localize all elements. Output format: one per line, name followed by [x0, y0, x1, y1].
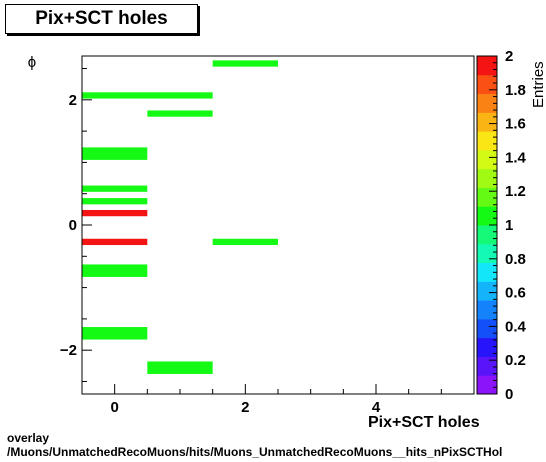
heatmap-cell-0: [212, 60, 278, 67]
heatmap-cell-8: [212, 238, 278, 246]
palette-band: [477, 318, 497, 339]
heatmap-cell-1: [82, 92, 213, 99]
y-tick-label: 0: [69, 217, 77, 234]
z-axis-label: Entries: [530, 61, 546, 108]
z-tick-label: 1.6: [505, 116, 526, 133]
y-tick-label: −2: [60, 342, 77, 359]
y-axis-label: ϕ: [28, 54, 36, 71]
palette-band: [477, 187, 497, 207]
palette-band: [477, 168, 497, 188]
heatmap-cell-4: [82, 185, 148, 192]
heatmap-cell-5: [82, 198, 148, 205]
z-tick-label: 1: [505, 217, 513, 234]
heatmap-cell-11: [147, 361, 213, 374]
chart-title: Pix+SCT holes: [5, 4, 198, 34]
y-tick-label: 2: [69, 92, 77, 109]
z-tick-label: 1.4: [505, 149, 527, 166]
palette-band: [477, 375, 497, 395]
z-tick-label: 2: [505, 48, 513, 65]
palette-band: [477, 74, 497, 95]
heatmap-cell-7: [82, 238, 148, 246]
palette-band: [477, 300, 497, 320]
palette-band: [477, 337, 497, 357]
z-tick-label: 0.2: [505, 352, 526, 369]
heatmap-cell-3: [82, 147, 148, 160]
palette-band: [477, 243, 497, 264]
palette-band: [477, 262, 497, 282]
z-tick-label: 0.6: [505, 285, 526, 302]
x-tick-label: 2: [241, 399, 249, 416]
palette-band: [477, 56, 497, 76]
z-tick-label: 0.4: [505, 318, 527, 335]
heatmap-cell-6: [82, 209, 148, 217]
heatmap-cell-2: [147, 110, 213, 117]
heatmap-cell-9: [82, 264, 148, 277]
palette-band: [477, 225, 497, 245]
palette-band: [477, 281, 497, 301]
palette-band: [477, 112, 497, 132]
plot-frame: [81, 55, 475, 395]
z-tick-label: 1.2: [505, 183, 526, 200]
z-tick-label: 0.8: [505, 251, 526, 268]
footer-line-2: /Muons/UnmatchedRecoMuons/hits/Muons_Unm…: [7, 445, 503, 459]
palette-band: [477, 93, 497, 113]
x-tick-label: 4: [372, 399, 381, 416]
palette-band: [477, 131, 497, 151]
x-tick-label: 0: [110, 399, 118, 416]
footer-line-1: overlay: [7, 431, 50, 445]
palette-band: [477, 356, 497, 376]
heatmap-cell-10: [82, 327, 148, 340]
palette-band: [477, 149, 497, 170]
z-tick-label: 0: [505, 386, 513, 403]
x-axis-label: Pix+SCT holes: [368, 414, 480, 431]
palette-band: [477, 206, 497, 226]
z-tick-label: 1.8: [505, 82, 526, 99]
